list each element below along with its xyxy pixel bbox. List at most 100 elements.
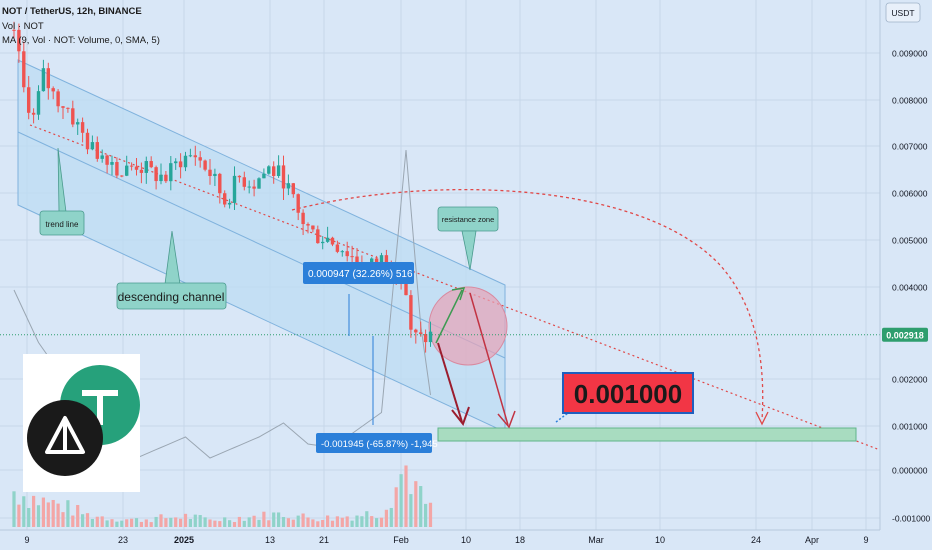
time-tick-label: 13	[265, 535, 275, 545]
price-tick-label: 0.009000	[892, 49, 928, 59]
target-box	[562, 372, 694, 414]
time-tick-label: Mar	[588, 535, 604, 545]
candle-down	[355, 256, 359, 265]
measure-down-text: -0.001945 (-65.87%) -1,945	[321, 439, 438, 450]
volume-bar	[330, 520, 335, 527]
trend-line-callout[interactable]: trend line	[39, 147, 85, 236]
candle-down	[423, 334, 428, 343]
candle-up	[340, 251, 344, 253]
projection-arc[interactable]	[291, 188, 764, 421]
candle-down	[198, 157, 202, 161]
dark-red-arrow-left-head	[451, 406, 470, 427]
candle-down	[350, 256, 354, 258]
green-up-arrow[interactable]	[435, 289, 463, 344]
time-axis[interactable]: 9 23 2025 13 21 Feb 10 18 Mar 10 24 Apr 9	[0, 529, 880, 550]
candle-down	[223, 193, 227, 205]
volume-bar	[335, 516, 339, 527]
candle-up	[144, 161, 148, 173]
notcoin-glyph-icon	[45, 416, 85, 454]
tether-glyph-icon	[82, 390, 118, 425]
volume-bar	[419, 486, 423, 527]
candle-down	[301, 212, 305, 225]
volume-bar	[159, 514, 163, 527]
volume-bar	[424, 503, 428, 527]
volume-bar	[291, 519, 295, 527]
candle-up	[232, 175, 237, 203]
candle-up	[321, 241, 325, 244]
candle-down	[139, 169, 144, 173]
candle-down	[291, 183, 295, 195]
candle-up	[169, 163, 173, 182]
volume-bar	[198, 515, 202, 527]
volume-bar	[71, 515, 75, 527]
volume-bar	[100, 516, 104, 527]
candle-up	[76, 122, 80, 125]
candle-down	[56, 91, 60, 107]
resistance-zone-callout[interactable]: resistance zone	[437, 206, 499, 271]
volume-bar	[360, 516, 364, 527]
red-arrow-right[interactable]	[469, 292, 509, 426]
candle-down	[129, 165, 134, 167]
candle-down	[419, 332, 423, 335]
time-tick-label: 2025	[174, 535, 194, 545]
volume-bar	[345, 516, 349, 527]
callout-pointer	[461, 230, 477, 271]
time-tick-label: 10	[655, 535, 665, 545]
price-axis[interactable]: 0.009000 0.008000 0.007000 0.006000 0.005000…	[879, 0, 932, 550]
candle-up	[267, 166, 271, 174]
volume-bar	[51, 499, 55, 527]
candle-down	[105, 155, 109, 165]
volume-bar	[262, 511, 266, 527]
price-axis-bg	[880, 0, 932, 550]
volume-bar	[365, 511, 369, 527]
candle-down	[252, 186, 256, 189]
time-tick-label: Apr	[805, 535, 819, 545]
volume-bar	[208, 519, 212, 527]
time-tick-label: 21	[319, 535, 329, 545]
price-tick-label: 0.008000	[892, 96, 928, 106]
volume-bar	[61, 512, 65, 527]
dark-red-arrow-left[interactable]	[437, 342, 463, 423]
time-tick-label: 23	[118, 535, 128, 545]
price-tick-label: 0.001000	[892, 422, 928, 432]
measure-up-box	[303, 262, 414, 284]
time-tick-label: 9	[24, 535, 29, 545]
measure-up-label[interactable]: 0.000947 (32.26%) 516	[303, 262, 414, 284]
target-price-callout[interactable]: 0.001000	[555, 372, 694, 423]
time-tick-label: 9	[863, 535, 868, 545]
candle-down	[404, 283, 408, 296]
volume-bar	[404, 465, 408, 527]
volume-bar	[95, 516, 99, 527]
volume-bar	[110, 519, 114, 527]
volume-bar	[296, 515, 300, 527]
resistance-zone-circle[interactable]	[428, 286, 508, 366]
volume-bar	[81, 514, 85, 527]
measure-down-label[interactable]: -0.001945 (-65.87%) -1,945	[316, 433, 438, 453]
candle-up	[110, 162, 114, 165]
volume-bar	[120, 520, 124, 527]
channel-midline	[17, 131, 506, 359]
volume-bar	[281, 517, 286, 527]
currency-button-box	[885, 2, 921, 23]
candle-down	[95, 142, 99, 159]
volume-bar	[27, 508, 31, 527]
descending-channel-label: descending channel	[118, 290, 225, 304]
candle-down	[409, 295, 413, 330]
volume-bar	[223, 517, 227, 527]
candle-down	[149, 161, 153, 168]
volume-bar	[183, 513, 188, 527]
candle-up	[247, 186, 251, 188]
target-zone-box[interactable]	[437, 427, 857, 442]
candle-up	[159, 174, 163, 182]
candle-down	[311, 225, 315, 230]
volume-bar	[125, 519, 129, 527]
candle-up	[183, 155, 188, 168]
currency-button[interactable]: USDT	[885, 2, 921, 23]
symbol-title: NOT / TetherUS, 12h, BINANCE	[2, 6, 142, 17]
ma-indicator-label: MA (9, Vol · NOT: Volume, 0, SMA, 5)	[2, 35, 160, 46]
candle-up	[125, 165, 129, 176]
descending-channel-callout[interactable]: descending channel	[116, 230, 227, 310]
candle-down	[17, 29, 21, 52]
